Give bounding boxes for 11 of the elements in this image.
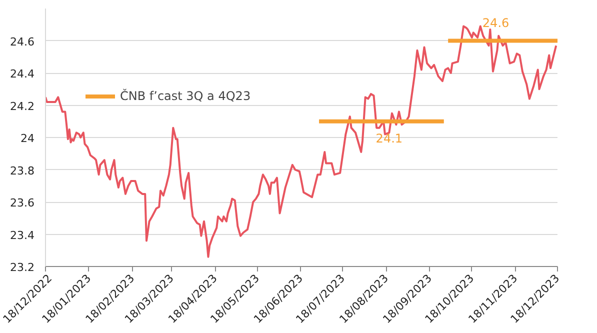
y-tick-label: 23.4 bbox=[10, 228, 35, 242]
y-tick-label: 24 bbox=[20, 132, 35, 145]
y-tick-label: 24.6 bbox=[10, 35, 35, 48]
legend-label: ČNB f’cast 3Q a 4Q23 bbox=[120, 89, 251, 103]
y-tick-label: 23.6 bbox=[10, 196, 35, 210]
y-tick-label: 24.4 bbox=[10, 68, 35, 80]
annotation: 24.1 bbox=[376, 131, 403, 146]
y-tick-label: 23.8 bbox=[10, 164, 35, 178]
annotation: 24.6 bbox=[482, 16, 510, 30]
y-tick-label: 24.2 bbox=[10, 100, 35, 113]
y-tick-label: 23.2 bbox=[10, 261, 35, 274]
